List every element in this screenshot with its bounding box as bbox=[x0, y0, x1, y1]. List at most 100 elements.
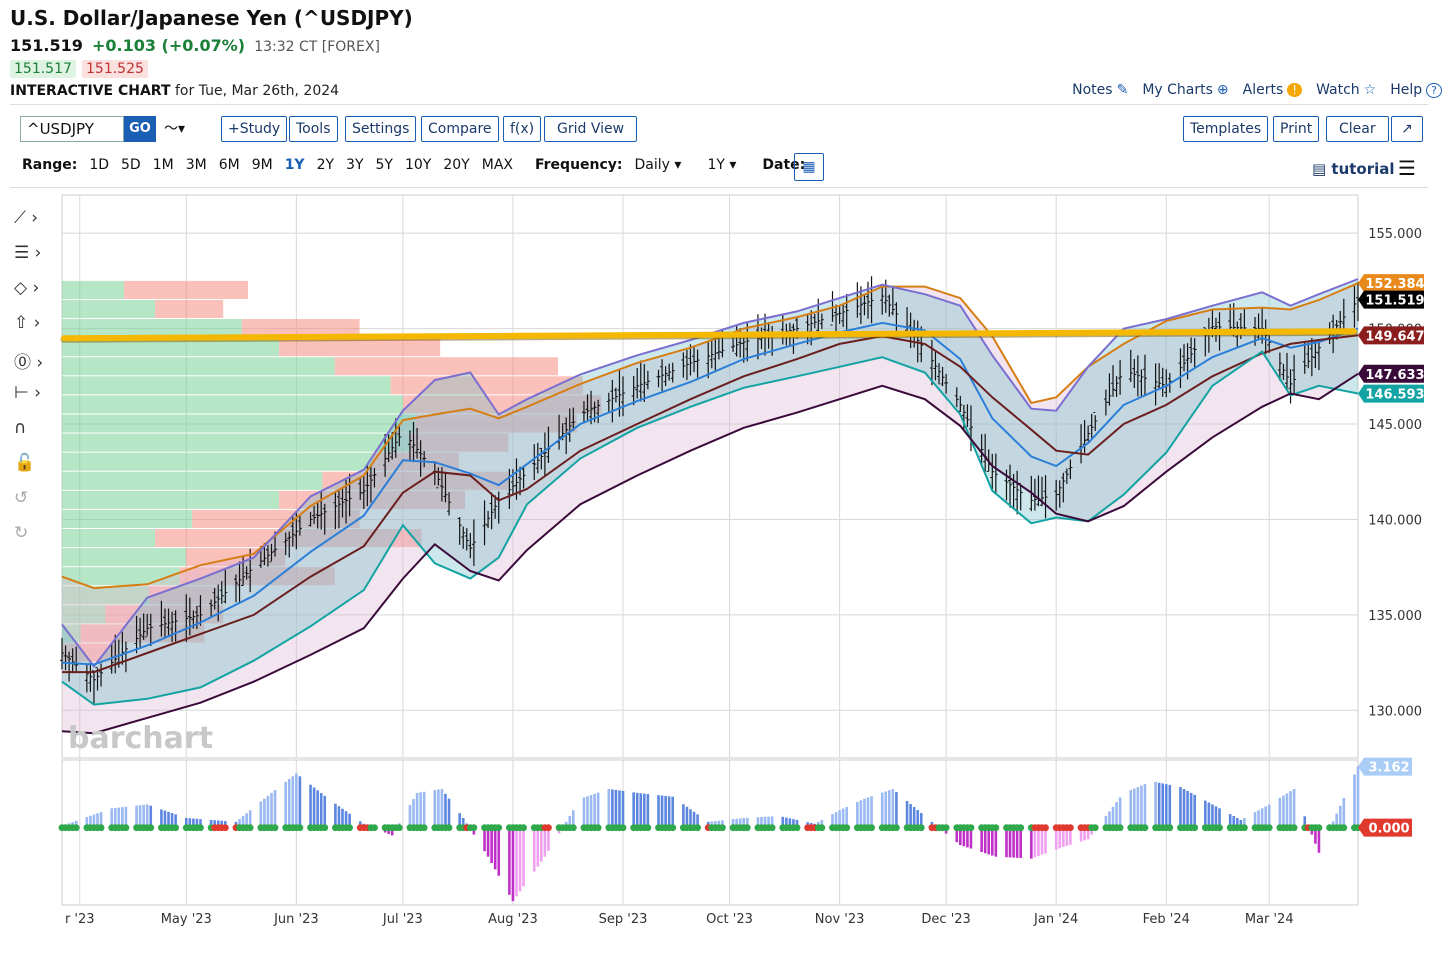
range-2y[interactable]: 2Y bbox=[316, 157, 335, 173]
help-link[interactable]: Help? bbox=[1390, 82, 1442, 98]
histogram-bar-positive bbox=[745, 817, 749, 828]
range-20y[interactable]: 20Y bbox=[443, 157, 470, 173]
histogram-bar-positive bbox=[170, 813, 174, 828]
histogram-bar-positive bbox=[184, 818, 188, 828]
range-10y[interactable]: 10Y bbox=[404, 157, 432, 173]
keltner-upper-line bbox=[61, 282, 1359, 590]
squeeze-dot-green bbox=[420, 824, 428, 832]
alerts-link[interactable]: Alerts! bbox=[1242, 82, 1303, 98]
histogram-bar-negative bbox=[490, 827, 493, 864]
squeeze-dot-green bbox=[147, 824, 155, 832]
frequency-dropdown[interactable]: Daily ▾ bbox=[634, 157, 682, 173]
histogram-bar-positive bbox=[298, 776, 302, 828]
range-6m[interactable]: 6M bbox=[218, 157, 240, 173]
squeeze-dot-green bbox=[594, 824, 602, 832]
shapes-tool-icon[interactable]: ◇ › bbox=[14, 278, 40, 298]
squeeze-dot-green bbox=[843, 824, 851, 832]
measure-tool-icon[interactable]: ⊢ › bbox=[14, 383, 42, 403]
period-dropdown[interactable]: 1Y ▾ bbox=[707, 157, 737, 173]
annotation-tool-icon[interactable]: ⓪ › bbox=[14, 353, 44, 373]
histogram-bar-positive bbox=[1186, 790, 1189, 828]
histogram-bar-positive bbox=[444, 793, 447, 828]
clear-button[interactable]: Clear bbox=[1326, 116, 1389, 142]
histogram-bar-negative bbox=[987, 827, 991, 855]
x-tick-label: Mar '24 bbox=[1245, 912, 1294, 927]
templates-button[interactable]: Templates bbox=[1183, 116, 1269, 142]
histogram-bar-positive bbox=[1285, 793, 1289, 828]
histogram-bar-negative bbox=[1090, 827, 1093, 835]
watch-link[interactable]: Watch ☆ bbox=[1316, 82, 1376, 98]
histogram-bar-negative bbox=[522, 827, 525, 887]
print-button[interactable]: Print bbox=[1273, 116, 1320, 142]
chart-type-dropdown[interactable]: 〜▾ bbox=[164, 121, 186, 137]
histogram-bar-positive bbox=[74, 820, 78, 828]
squeeze-dot-green bbox=[122, 824, 130, 832]
histogram-bar-negative bbox=[493, 827, 497, 870]
lock-icon[interactable]: 🔓 bbox=[14, 453, 36, 473]
histogram-bar-negative bbox=[1310, 827, 1314, 835]
squeeze-dot-green bbox=[818, 824, 826, 832]
histogram-bar-positive bbox=[1211, 804, 1214, 828]
range-1y[interactable]: 1Y bbox=[284, 157, 305, 173]
my-charts-link[interactable]: My Charts ⊕ bbox=[1142, 82, 1228, 98]
histogram-bar-positive bbox=[1253, 812, 1257, 828]
range-3y[interactable]: 3Y bbox=[346, 157, 364, 173]
squeeze-dot-green bbox=[868, 824, 875, 832]
range-5y[interactable]: 5Y bbox=[375, 157, 393, 173]
histogram-bar-negative bbox=[959, 827, 962, 846]
squeeze-dot-green bbox=[743, 824, 751, 832]
range-1d[interactable]: 1D bbox=[89, 157, 109, 173]
histogram-bar-negative bbox=[532, 827, 536, 872]
y-tick-label: 130.000 bbox=[1368, 704, 1422, 719]
oscillator-label-badge bbox=[1358, 818, 1412, 837]
histogram-bar-positive bbox=[121, 807, 124, 828]
oscillator-label-badge bbox=[1358, 757, 1412, 776]
histogram-bar-positive bbox=[1282, 795, 1285, 828]
function-button[interactable]: f(x) bbox=[503, 116, 542, 142]
x-tick-label: Aug '23 bbox=[488, 912, 538, 927]
compare-button[interactable]: Compare bbox=[421, 116, 499, 142]
notes-link[interactable]: Notes ✎ bbox=[1072, 82, 1128, 98]
fibonacci-tool-icon[interactable]: ☰ › bbox=[14, 243, 42, 263]
volume-profile-down-bar bbox=[390, 376, 583, 395]
range-max[interactable]: MAX bbox=[481, 157, 513, 173]
histogram-bar-positive bbox=[188, 818, 192, 828]
add-study-button[interactable]: +Study bbox=[221, 116, 288, 142]
histogram-bar-positive bbox=[863, 798, 866, 828]
range-9m[interactable]: 9M bbox=[251, 157, 273, 173]
magnet-icon[interactable]: ∩ bbox=[14, 418, 27, 438]
range-1m[interactable]: 1M bbox=[152, 157, 174, 173]
alerts-label: Alerts bbox=[1242, 82, 1284, 98]
tutorial-link[interactable]: ▤ tutorial bbox=[1312, 160, 1395, 178]
go-button[interactable]: GO bbox=[124, 116, 156, 142]
tools-button[interactable]: Tools bbox=[289, 116, 338, 142]
settings-button[interactable]: Settings bbox=[345, 116, 417, 142]
histogram-bar-positive bbox=[770, 816, 774, 828]
expand-icon[interactable]: ↗ bbox=[1391, 116, 1423, 142]
histogram-bar-positive bbox=[1257, 810, 1260, 828]
histogram-bar-positive bbox=[689, 809, 692, 828]
histogram-bar-positive bbox=[1214, 806, 1218, 828]
range-3m[interactable]: 3M bbox=[185, 157, 207, 173]
histogram-bar-positive bbox=[1239, 819, 1243, 828]
histogram-bar-positive bbox=[742, 818, 746, 828]
undo-icon[interactable]: ↺ bbox=[14, 488, 29, 508]
volume-profile-up-bar bbox=[62, 280, 124, 299]
trendline-tool-icon[interactable]: ⟋ › bbox=[14, 208, 39, 228]
help-icon: ? bbox=[1426, 83, 1442, 98]
histogram-bar-negative bbox=[1069, 827, 1072, 845]
histogram-bar-positive bbox=[245, 813, 248, 828]
histogram-bar-negative bbox=[1079, 827, 1083, 842]
redo-icon[interactable]: ↻ bbox=[14, 523, 29, 543]
menu-icon[interactable]: ☰ bbox=[1398, 156, 1416, 180]
x-tick-label: Sep '23 bbox=[599, 912, 648, 927]
range-5d[interactable]: 5D bbox=[121, 157, 141, 173]
symbol-input[interactable]: ^USDJPY bbox=[20, 116, 124, 142]
histogram-bar-positive bbox=[763, 816, 767, 828]
calendar-icon[interactable]: ▦ bbox=[794, 153, 824, 181]
arrow-tool-icon[interactable]: ⇧ › bbox=[14, 313, 41, 333]
histogram-bar-positive bbox=[92, 814, 96, 828]
grid-view-button[interactable]: Grid View bbox=[544, 116, 638, 142]
squeeze-dot-green bbox=[1166, 824, 1174, 832]
